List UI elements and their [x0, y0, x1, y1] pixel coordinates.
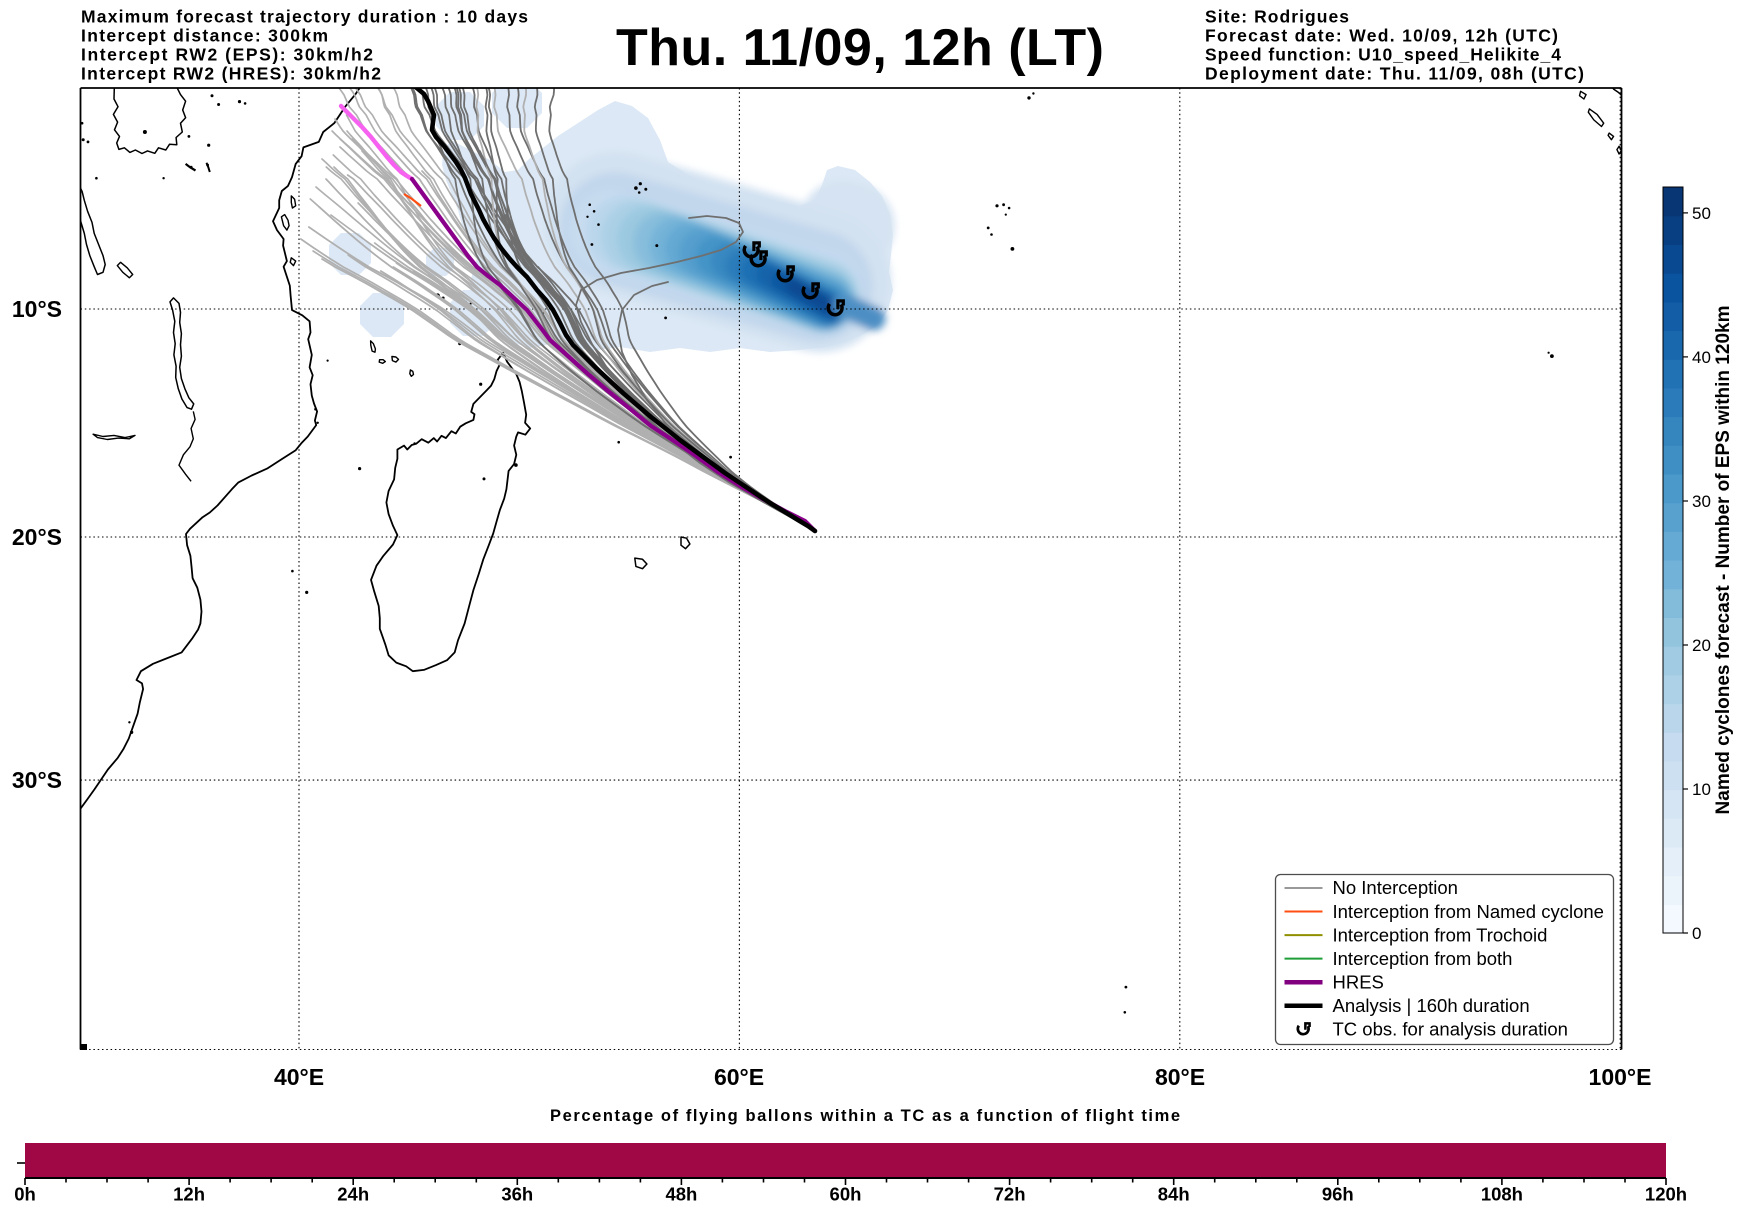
svg-text:20: 20 [1692, 636, 1711, 655]
svg-text:60h: 60h [830, 1184, 862, 1205]
svg-text:Intercept RW2 (EPS): 30km/h2: Intercept RW2 (EPS): 30km/h2 [81, 45, 373, 65]
svg-text:24h: 24h [337, 1184, 369, 1205]
svg-text:Interception from Trochoid: Interception from Trochoid [1333, 924, 1548, 945]
svg-text:30: 30 [1692, 492, 1711, 511]
svg-text:12h: 12h [173, 1184, 205, 1205]
svg-text:TC obs. for analysis duration: TC obs. for analysis duration [1333, 1019, 1568, 1040]
svg-text:Analysis | 160h duration: Analysis | 160h duration [1333, 995, 1530, 1016]
svg-text:Speed function: U10_speed_Heli: Speed function: U10_speed_Helikite_4 [1205, 45, 1561, 65]
svg-text:0: 0 [1692, 924, 1701, 943]
svg-text:HRES: HRES [1333, 971, 1384, 992]
svg-text:Interception from both: Interception from both [1333, 948, 1513, 969]
svg-text:40: 40 [1692, 348, 1711, 367]
svg-text:60°E: 60°E [714, 1064, 764, 1090]
svg-text:Percentage of flying ballons w: Percentage of flying ballons within a TC… [550, 1107, 1180, 1125]
svg-text:30°S: 30°S [12, 767, 62, 793]
svg-text:Deployment date: Thu. 11/09, 0: Deployment date: Thu. 11/09, 08h (UTC) [1205, 64, 1584, 84]
svg-text:Intercept RW2 (HRES): 30km/h2: Intercept RW2 (HRES): 30km/h2 [81, 64, 381, 84]
svg-text:0h: 0h [14, 1184, 36, 1205]
svg-text:Intercept distance: 300km: Intercept distance: 300km [81, 26, 328, 46]
svg-text:40°E: 40°E [274, 1064, 324, 1090]
svg-text:80°E: 80°E [1155, 1064, 1205, 1090]
svg-text:Thu. 11/09, 12h (LT): Thu. 11/09, 12h (LT) [616, 19, 1104, 77]
svg-text:50: 50 [1692, 204, 1711, 223]
svg-text:Named cyclones forecast - Numb: Named cyclones forecast - Number of EPS … [1713, 306, 1734, 815]
svg-text:10: 10 [1692, 780, 1711, 799]
svg-text:20°S: 20°S [12, 524, 62, 550]
svg-text:Maximum forecast trajectory du: Maximum forecast trajectory duration : 1… [81, 7, 528, 27]
svg-text:96h: 96h [1322, 1184, 1354, 1205]
svg-text:36h: 36h [501, 1184, 533, 1205]
svg-text:84h: 84h [1158, 1184, 1190, 1205]
svg-text:Site: Rodrigues: Site: Rodrigues [1205, 7, 1349, 27]
svg-text:10°S: 10°S [12, 296, 62, 322]
svg-text:No Interception: No Interception [1333, 877, 1458, 898]
svg-text:108h: 108h [1481, 1184, 1523, 1205]
svg-text:Forecast date: Wed. 10/09, 12h: Forecast date: Wed. 10/09, 12h (UTC) [1205, 26, 1558, 46]
svg-text:Interception from Named cyclon: Interception from Named cyclone [1333, 901, 1604, 922]
svg-text:72h: 72h [994, 1184, 1026, 1205]
svg-text:48h: 48h [665, 1184, 697, 1205]
svg-text:100°E: 100°E [1589, 1064, 1652, 1090]
svg-text:120h: 120h [1645, 1184, 1687, 1205]
